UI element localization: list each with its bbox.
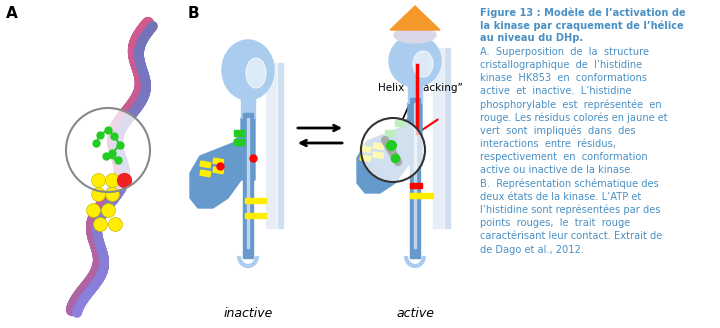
Text: B.  Représentation schématique des: B. Représentation schématique des <box>480 179 659 189</box>
Text: respectivement  en  conformation: respectivement en conformation <box>480 152 647 162</box>
Ellipse shape <box>246 58 266 88</box>
Bar <box>373 152 384 158</box>
Circle shape <box>66 108 150 192</box>
Bar <box>385 130 395 136</box>
Bar <box>234 139 244 145</box>
Text: deux états de la kinase. L’ATP et: deux états de la kinase. L’ATP et <box>480 192 642 202</box>
Text: au niveau du DHp.: au niveau du DHp. <box>480 33 583 43</box>
Text: Figure 13 : Modèle de l’activation de: Figure 13 : Modèle de l’activation de <box>480 7 685 17</box>
Bar <box>414 103 416 248</box>
Text: la kinase par craquement de l’hélice: la kinase par craquement de l’hélice <box>480 20 683 31</box>
Bar <box>410 98 420 258</box>
Polygon shape <box>190 118 255 208</box>
Bar <box>408 61 422 103</box>
Text: active  et  inactive.  L’histidine: active et inactive. L’histidine <box>480 86 631 96</box>
Bar <box>278 63 283 228</box>
Text: l’histidine sont représentées par des: l’histidine sont représentées par des <box>480 205 660 215</box>
Text: A: A <box>6 6 18 21</box>
Bar <box>433 48 443 228</box>
Polygon shape <box>390 6 440 30</box>
Ellipse shape <box>394 27 436 43</box>
Circle shape <box>361 118 425 182</box>
Polygon shape <box>357 103 422 193</box>
Bar <box>213 158 224 165</box>
Bar <box>245 198 255 203</box>
Ellipse shape <box>389 35 441 87</box>
Text: vert  sont  impliqués  dans  des: vert sont impliqués dans des <box>480 126 636 136</box>
Text: active ou inactive de la kinase.: active ou inactive de la kinase. <box>480 165 634 175</box>
Bar <box>256 213 266 218</box>
Bar <box>234 130 244 136</box>
Ellipse shape <box>222 40 274 100</box>
Bar <box>395 120 405 126</box>
Text: Helix “cracking”: Helix “cracking” <box>377 83 462 93</box>
Bar <box>266 63 276 228</box>
Text: active: active <box>396 307 434 320</box>
Text: points  rouges,  le  trait  rouge: points rouges, le trait rouge <box>480 218 630 228</box>
Bar <box>256 198 266 203</box>
Bar <box>373 143 384 149</box>
Bar <box>410 193 422 198</box>
Bar <box>410 183 422 188</box>
Text: cristallographique  de  l’histidine: cristallographique de l’histidine <box>480 60 642 70</box>
Text: phosphorylable  est  représentée  en: phosphorylable est représentée en <box>480 99 662 110</box>
Text: de Dago et al., 2012.: de Dago et al., 2012. <box>480 245 584 255</box>
Bar <box>200 170 211 177</box>
Text: interactions  entre  résidus,: interactions entre résidus, <box>480 139 616 149</box>
Text: B: B <box>188 6 199 21</box>
Text: A.  Superposition  de  la  structure: A. Superposition de la structure <box>480 47 649 57</box>
Bar <box>421 193 433 198</box>
Text: rouge. Les résidus colorés en jaune et: rouge. Les résidus colorés en jaune et <box>480 113 667 123</box>
Text: kinase  HK853  en  conformations: kinase HK853 en conformations <box>480 73 647 83</box>
Text: caractérisant leur contact. Extrait de: caractérisant leur contact. Extrait de <box>480 231 662 241</box>
Bar <box>245 213 255 218</box>
Bar <box>200 161 211 168</box>
Bar <box>241 70 255 118</box>
Bar <box>445 48 450 228</box>
Ellipse shape <box>413 51 433 77</box>
Bar <box>247 118 249 248</box>
Bar <box>243 113 253 258</box>
Text: inactive: inactive <box>223 307 273 320</box>
Bar <box>213 167 224 174</box>
Bar <box>360 155 371 161</box>
Bar <box>360 146 371 153</box>
